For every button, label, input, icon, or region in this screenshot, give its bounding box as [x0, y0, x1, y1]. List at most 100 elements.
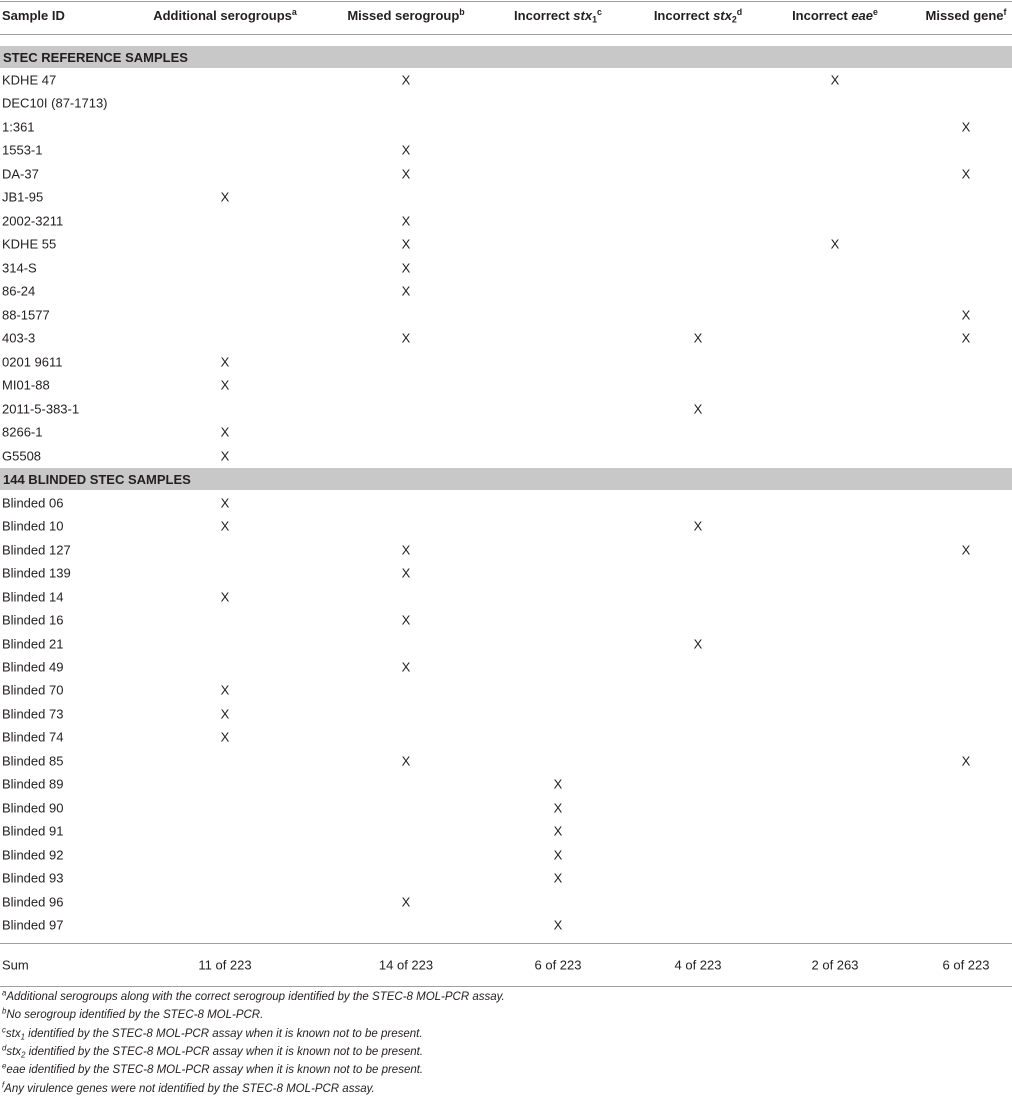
sum-value: 14 of 223: [378, 957, 434, 973]
sample-id: 1:361: [2, 119, 35, 135]
sub: 2: [731, 14, 737, 25]
mark: b: [2, 1007, 7, 1016]
sum-rule-top: [0, 943, 1012, 944]
sample-id: Blinded 93: [2, 870, 64, 886]
sample-id: Blinded 16: [2, 612, 64, 628]
sample-id: Blinded 97: [2, 917, 64, 933]
sample-id: JB1-95: [2, 189, 44, 205]
mark-cell: X: [553, 823, 563, 839]
sample-id: Blinded 90: [2, 800, 64, 816]
mark-cell: X: [401, 260, 411, 276]
gene: stx: [6, 1045, 22, 1058]
mark-cell: X: [693, 518, 703, 534]
sample-id: Blinded 89: [2, 776, 64, 792]
mark-cell: X: [220, 377, 230, 393]
column-header: Additional serogroupsa: [153, 8, 297, 23]
mark-cell: X: [220, 495, 230, 511]
mark-cell: X: [693, 401, 703, 417]
mark-cell: X: [553, 800, 563, 816]
mark-cell: X: [401, 894, 411, 910]
sample-id: 0201 9611: [2, 354, 63, 370]
sample-id: KDHE 55: [2, 236, 57, 252]
mark: c: [2, 1025, 6, 1035]
mark: d: [2, 1043, 7, 1053]
mark-cell: X: [220, 354, 230, 370]
mark-cell: X: [401, 612, 411, 628]
sup: a: [291, 7, 297, 18]
sum-value: 2 of 263: [811, 957, 859, 973]
sample-id: 2011-5-383-1: [2, 401, 80, 417]
mark-cell: X: [220, 189, 230, 205]
mark-cell: X: [961, 753, 971, 769]
sample-id: Blinded 21: [2, 636, 64, 651]
mark-cell: X: [830, 72, 840, 88]
sum-value: 6 of 223: [534, 957, 582, 973]
text: identified by the STEC-8 MOL-PCR assay w…: [24, 1027, 423, 1040]
sub: 2: [21, 1050, 26, 1060]
mark-cell: X: [401, 659, 411, 675]
mark: a: [2, 988, 7, 998]
sample-id: 1553-1: [2, 142, 43, 158]
column-header: Incorrect stx2d: [653, 8, 742, 25]
footnote: aAdditional serogroups along with the co…: [2, 988, 505, 1003]
column-header: Incorrect stx1c: [514, 8, 602, 25]
sample-id: Blinded 96: [2, 894, 64, 910]
sample-id: DA-37: [2, 166, 39, 182]
sample-id: 88-1577: [2, 307, 50, 323]
sample-id: Blinded 70: [2, 682, 64, 698]
mark-cell: X: [553, 776, 563, 792]
sum-label: Sum: [2, 957, 29, 973]
sub: 1: [592, 14, 598, 25]
text: Incorrect: [792, 8, 852, 23]
sup: b: [459, 7, 465, 18]
mark-cell: X: [961, 166, 971, 182]
sample-id: Blinded 74: [2, 729, 64, 745]
column-header: Incorrect eaee: [792, 8, 878, 23]
text: identified by the STEC-8 MOL-PCR assay w…: [25, 1045, 423, 1058]
gene: eae: [6, 1064, 26, 1077]
sample-id: 314-S: [2, 260, 37, 276]
column-header: Sample ID: [2, 8, 65, 23]
mark: f: [2, 1080, 5, 1090]
mark-cell: X: [220, 448, 230, 464]
mark-cell: X: [693, 636, 703, 651]
text: Missed serogroup: [347, 8, 460, 23]
mark-cell: X: [220, 424, 230, 440]
sum-value: 4 of 223: [674, 957, 722, 973]
mark-cell: X: [220, 518, 230, 534]
mark-cell: X: [553, 847, 563, 863]
mark-cell: X: [401, 72, 411, 88]
sample-id: Blinded 85: [2, 753, 64, 769]
sample-id: Blinded 127: [2, 542, 71, 558]
footnote: bNo serogroup identified by the STEC-8 M…: [2, 1007, 263, 1022]
mark-cell: X: [401, 565, 411, 581]
sample-id: Blinded 10: [2, 518, 64, 534]
sample-id: 2002-3211: [2, 213, 64, 229]
mark-cell: X: [401, 542, 411, 558]
column-header: Missed serogroupb: [347, 8, 464, 23]
mark-cell: X: [401, 166, 411, 182]
sample-id: Blinded 73: [2, 706, 64, 722]
text: Additional serogroups: [153, 8, 292, 23]
text: Incorrect: [514, 8, 574, 23]
text: Incorrect: [653, 8, 714, 23]
mark-cell: X: [220, 589, 230, 605]
mark-cell: X: [220, 706, 230, 722]
mark-cell: X: [830, 236, 840, 252]
text: Sample ID: [2, 8, 65, 23]
footnote: eeae identified by the STEC-8 MOL-PCR as…: [2, 1062, 423, 1077]
mark-cell: X: [401, 753, 411, 769]
gene: stx: [5, 1027, 21, 1040]
sup: e: [873, 7, 878, 18]
mark-cell: X: [401, 330, 411, 346]
mark-cell: X: [961, 307, 971, 323]
sum-rule-bottom: [0, 986, 1012, 987]
mark-cell: X: [401, 213, 411, 229]
mark-cell: X: [553, 870, 563, 886]
mark-cell: X: [961, 119, 971, 135]
mark-cell: X: [693, 330, 703, 346]
sample-id: MI01-88: [2, 377, 50, 393]
sample-id: Blinded 139: [2, 565, 71, 581]
